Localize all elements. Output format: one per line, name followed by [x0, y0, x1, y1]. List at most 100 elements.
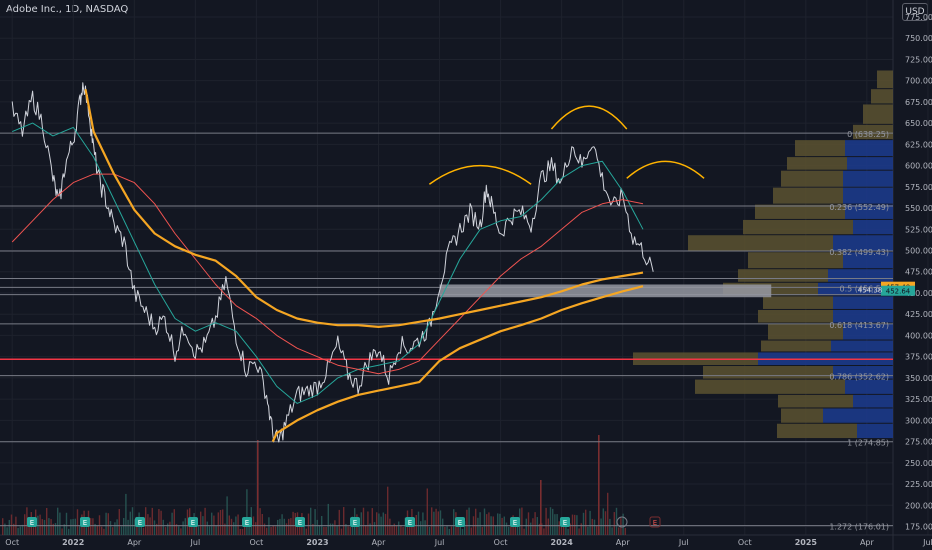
volume-spike	[540, 480, 542, 535]
pattern-arcs	[428, 105, 705, 185]
volume-bar	[112, 527, 114, 535]
volume-bar	[21, 524, 24, 535]
volume-bar	[439, 510, 442, 535]
volume-bar	[422, 512, 424, 535]
volume-bar	[389, 518, 391, 535]
volume-bar	[226, 496, 228, 535]
volume-bar	[191, 527, 193, 535]
price-line	[11, 82, 654, 443]
price-axis-label: 500.00	[905, 247, 932, 256]
pattern-arc	[550, 105, 628, 130]
time-axis-label: Oct	[249, 538, 263, 547]
volume-bar	[501, 517, 503, 535]
volume-bar	[554, 514, 556, 535]
price-axis-label: 750.00	[905, 34, 932, 43]
volume-bar	[310, 507, 312, 535]
fib-level-label: 0.236 (552.49)	[829, 203, 889, 212]
volume-bar	[426, 488, 428, 535]
earnings-badge[interactable]: E	[560, 517, 570, 527]
volume-profile-down	[763, 296, 833, 309]
volume-bar	[109, 521, 112, 535]
price-axis-label: 650.00	[905, 119, 932, 128]
volume-bar	[547, 518, 549, 535]
earnings-badge[interactable]: E	[135, 517, 145, 527]
price-axis[interactable]: 175.00 200.00 225.00 250.00 275.00 300.00 325.…	[905, 13, 932, 532]
volume-bar	[486, 514, 488, 535]
volume-bar	[604, 511, 607, 535]
volume-bar	[151, 507, 153, 535]
volume-bar	[497, 513, 499, 535]
volume-profile-down	[863, 104, 893, 124]
earnings-badge[interactable]: E	[295, 517, 305, 527]
volume-bar	[70, 519, 72, 535]
fib-level-label: 1.272 (176.01)	[829, 523, 889, 532]
earnings-badge[interactable]: E	[242, 517, 252, 527]
volume-bar	[475, 508, 477, 535]
volume-bar	[215, 525, 217, 535]
volume-bar	[305, 528, 307, 535]
earnings-badge-bg	[242, 517, 252, 527]
earnings-badge[interactable]: E	[455, 517, 465, 527]
volume-bar	[217, 512, 219, 535]
volume-profile-up	[833, 309, 893, 323]
volume-bar	[613, 512, 615, 535]
volume-bar	[233, 522, 235, 535]
earnings-badge[interactable]: E	[405, 517, 415, 527]
volume-bar	[50, 519, 52, 535]
earnings-badge[interactable]: E	[350, 517, 360, 527]
support-zone-rect	[439, 284, 772, 298]
volume-bar	[266, 527, 268, 535]
volume-bar	[483, 508, 486, 535]
earnings-badge-text: E	[408, 519, 412, 527]
earnings-badge-bg	[350, 517, 360, 527]
volume-bar	[329, 523, 332, 535]
volume-bar	[292, 511, 294, 535]
price-axis-label: 575.00	[905, 183, 932, 192]
volume-bar	[578, 528, 580, 535]
volume-bar	[560, 526, 563, 535]
volume-bar	[76, 509, 79, 535]
volume-bar	[538, 523, 541, 535]
earnings-badge-text: E	[245, 519, 249, 527]
volume-bar	[552, 508, 554, 535]
volume-bar	[400, 525, 402, 535]
volume-bar	[248, 525, 250, 535]
volume-bar	[285, 523, 288, 535]
volume-bar	[569, 523, 571, 535]
price-axis-label: 475.00	[905, 268, 932, 277]
earnings-badge[interactable]: E	[80, 517, 90, 527]
time-axis-label: Apr	[127, 538, 142, 547]
volume-bar	[461, 528, 464, 535]
volume-bar	[470, 527, 472, 535]
earnings-badge[interactable]: E	[510, 517, 520, 527]
volume-profile-up	[833, 296, 893, 309]
volume-profile-up	[843, 252, 893, 269]
volume-bar	[395, 525, 398, 535]
volume-bar	[182, 521, 184, 535]
volume-bar	[494, 525, 497, 535]
time-axis[interactable]: Oct 2022 Apr Jul Oct 2023 Apr Jul Oct 2024 Apr Jul O…	[5, 538, 932, 547]
volume-bar	[369, 523, 371, 535]
fibonacci-levels: 0 (638.25) 0.236 (552.49) 0.382 (499.43) 0.…	[0, 130, 893, 532]
volume-profile-down	[853, 124, 893, 140]
volume-bar	[558, 521, 560, 535]
earnings-badge[interactable]: E	[188, 517, 198, 527]
volume-bar	[589, 510, 591, 535]
volume-bar	[26, 507, 28, 535]
volume-bar	[543, 528, 545, 535]
earnings-badge-text: E	[298, 519, 302, 527]
volume-bar	[142, 527, 145, 535]
volume-bar	[534, 512, 536, 535]
volume-bar	[587, 526, 589, 535]
moving-average-line	[271, 285, 644, 443]
earnings-badge[interactable]: E	[27, 517, 37, 527]
volume-spike	[598, 435, 600, 535]
volume-bar	[373, 522, 376, 535]
time-axis-label: 2024	[551, 538, 574, 547]
volume-bar	[175, 524, 178, 535]
volume-bar	[365, 525, 367, 535]
volume-bar	[481, 526, 483, 535]
volume-bar	[349, 526, 351, 535]
